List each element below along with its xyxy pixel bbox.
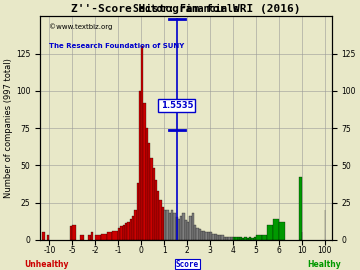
- Bar: [187, 222, 189, 240]
- Text: ©www.textbiz.org: ©www.textbiz.org: [49, 23, 112, 30]
- Bar: [136, 183, 139, 240]
- Bar: [238, 237, 240, 240]
- Bar: [159, 200, 162, 240]
- Bar: [221, 235, 224, 240]
- Text: Sector: Financials: Sector: Financials: [133, 4, 239, 14]
- Bar: [217, 235, 219, 240]
- Bar: [123, 225, 125, 240]
- Bar: [206, 232, 208, 240]
- Bar: [130, 219, 132, 240]
- Bar: [42, 232, 45, 240]
- Bar: [143, 103, 146, 240]
- Bar: [150, 158, 153, 240]
- Bar: [244, 237, 247, 240]
- Bar: [226, 237, 228, 240]
- Bar: [91, 232, 93, 240]
- Bar: [101, 234, 107, 240]
- Bar: [212, 234, 215, 240]
- Bar: [194, 225, 196, 240]
- Bar: [196, 228, 198, 240]
- Bar: [139, 91, 141, 240]
- Bar: [95, 235, 101, 240]
- Bar: [228, 237, 231, 240]
- Bar: [155, 180, 157, 240]
- Bar: [242, 238, 244, 240]
- Bar: [253, 237, 256, 240]
- Bar: [132, 216, 134, 240]
- Bar: [273, 219, 279, 240]
- Bar: [146, 128, 148, 240]
- Bar: [219, 235, 221, 240]
- Bar: [70, 226, 72, 240]
- Bar: [157, 191, 159, 240]
- Text: Unhealthy: Unhealthy: [24, 260, 69, 269]
- Bar: [208, 232, 210, 240]
- Bar: [171, 210, 173, 240]
- Bar: [87, 235, 91, 240]
- Bar: [201, 231, 203, 240]
- Bar: [224, 237, 226, 240]
- Bar: [169, 213, 171, 240]
- Bar: [80, 235, 84, 240]
- Bar: [183, 213, 185, 240]
- Text: The Research Foundation of SUNY: The Research Foundation of SUNY: [49, 43, 184, 49]
- Bar: [267, 225, 273, 240]
- Bar: [72, 225, 76, 240]
- Bar: [279, 222, 284, 240]
- Y-axis label: Number of companies (997 total): Number of companies (997 total): [4, 58, 13, 198]
- Bar: [107, 232, 112, 240]
- Bar: [235, 237, 238, 240]
- Bar: [185, 220, 187, 240]
- Bar: [166, 210, 169, 240]
- Bar: [173, 213, 176, 240]
- Bar: [47, 235, 49, 240]
- Bar: [249, 237, 251, 240]
- Text: Score: Score: [176, 260, 199, 269]
- Bar: [180, 216, 183, 240]
- Bar: [125, 223, 127, 240]
- Bar: [192, 213, 194, 240]
- Bar: [134, 210, 136, 240]
- Bar: [153, 168, 155, 240]
- Bar: [203, 231, 206, 240]
- Bar: [112, 231, 118, 240]
- Bar: [256, 235, 262, 240]
- Text: 1.5535: 1.5535: [161, 101, 193, 110]
- Bar: [215, 234, 217, 240]
- Bar: [178, 219, 180, 240]
- Bar: [189, 216, 192, 240]
- Bar: [231, 237, 233, 240]
- Bar: [162, 207, 164, 240]
- Bar: [233, 237, 235, 240]
- Bar: [198, 229, 201, 240]
- Bar: [299, 177, 302, 240]
- Bar: [127, 222, 130, 240]
- Bar: [247, 238, 249, 240]
- Bar: [141, 46, 143, 240]
- Bar: [121, 226, 123, 240]
- Bar: [251, 238, 253, 240]
- Bar: [118, 228, 121, 240]
- Bar: [262, 235, 267, 240]
- Bar: [240, 237, 242, 240]
- Bar: [148, 143, 150, 240]
- Bar: [164, 210, 166, 240]
- Bar: [210, 232, 212, 240]
- Text: Healthy: Healthy: [307, 260, 341, 269]
- Bar: [176, 217, 178, 240]
- Title: Z''-Score Histogram for WRI (2016): Z''-Score Histogram for WRI (2016): [71, 4, 301, 14]
